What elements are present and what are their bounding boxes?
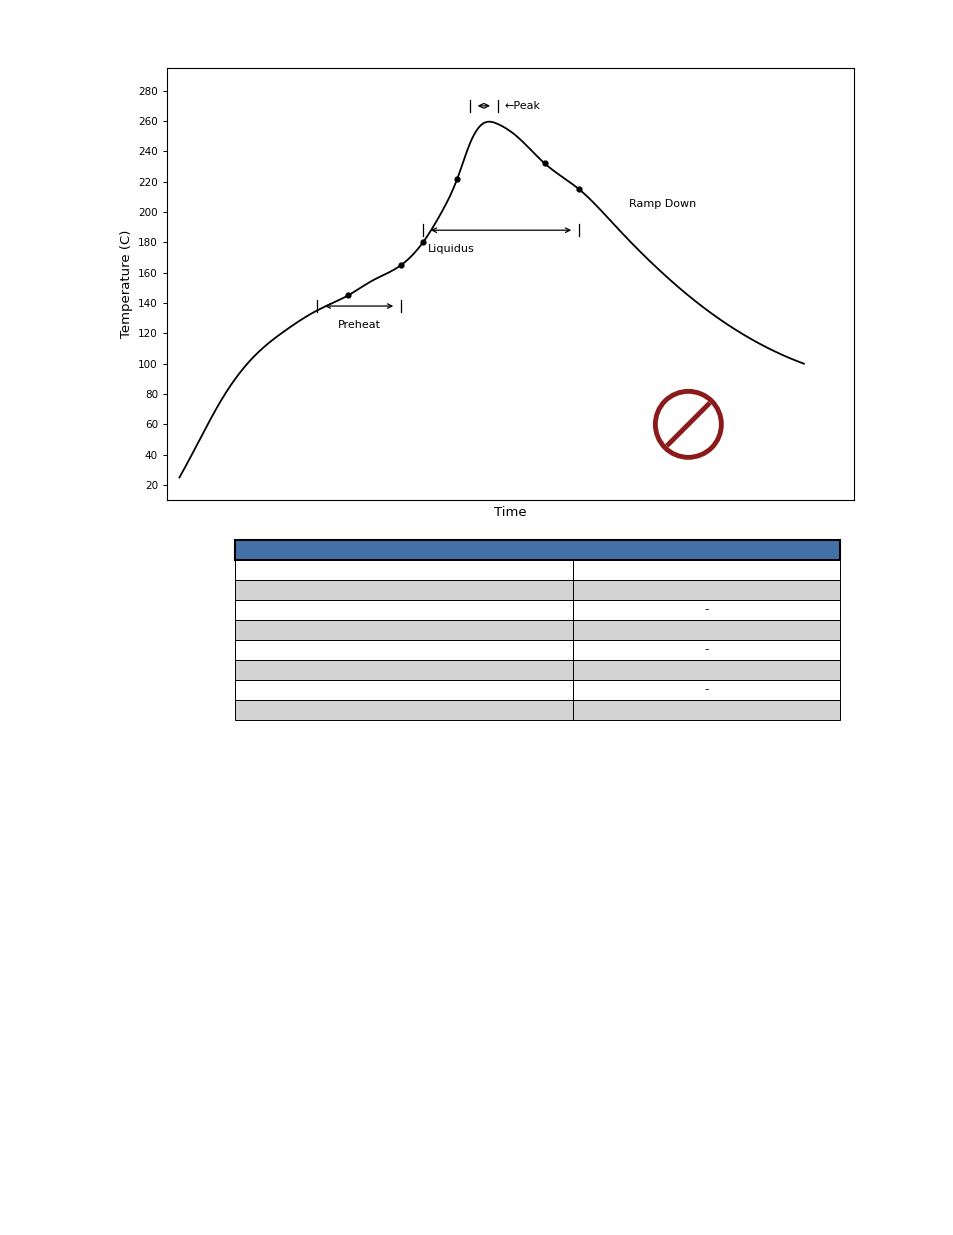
Bar: [573, 559, 839, 580]
Text: –: –: [703, 605, 708, 615]
Bar: [234, 700, 573, 720]
Bar: [573, 680, 839, 700]
Text: Preheat: Preheat: [337, 320, 380, 330]
Bar: [573, 600, 839, 620]
Text: –: –: [703, 646, 708, 655]
Bar: [234, 640, 573, 659]
Bar: [573, 580, 839, 600]
Bar: [234, 659, 573, 680]
Bar: [573, 659, 839, 680]
Bar: [573, 700, 839, 720]
Y-axis label: Temperature (C): Temperature (C): [119, 230, 132, 338]
Bar: [234, 600, 573, 620]
Bar: [234, 620, 573, 640]
Bar: [234, 680, 573, 700]
Text: –: –: [703, 685, 708, 694]
Bar: [573, 620, 839, 640]
X-axis label: Time: Time: [494, 505, 526, 519]
Text: ←Peak: ←Peak: [503, 101, 539, 111]
Text: Liquidus: Liquidus: [428, 243, 475, 254]
Bar: [573, 640, 839, 659]
Bar: [234, 540, 839, 559]
Text: Ramp Down: Ramp Down: [628, 199, 696, 210]
Bar: [234, 559, 573, 580]
Bar: [234, 580, 573, 600]
